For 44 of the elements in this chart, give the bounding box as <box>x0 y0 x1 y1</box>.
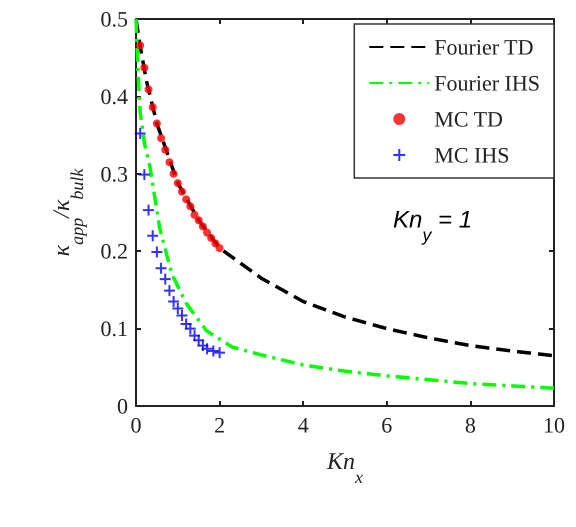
point <box>170 170 178 178</box>
point <box>216 244 224 252</box>
x-tick-label: 6 <box>381 412 392 438</box>
y-tick-label: 0.4 <box>100 84 128 109</box>
legend-label: MC IHS <box>434 142 510 168</box>
point <box>136 41 144 50</box>
legend-label: Fourier TD <box>434 34 534 60</box>
x-tick-label: 10 <box>543 412 565 438</box>
point <box>190 210 199 219</box>
point <box>162 284 176 298</box>
point <box>154 262 168 275</box>
point <box>158 272 172 286</box>
point <box>194 216 203 224</box>
point <box>152 119 161 128</box>
point <box>144 85 153 94</box>
y-tick-label: 0.5 <box>100 6 128 32</box>
legend-label: MC TD <box>434 106 503 132</box>
legend-label: Fourier IHS <box>434 70 540 96</box>
point <box>140 64 148 72</box>
point <box>161 146 170 154</box>
x-tick-label: 8 <box>464 412 476 438</box>
point <box>138 168 151 182</box>
point <box>148 103 157 112</box>
point <box>165 158 174 166</box>
y-tick-label: 0.1 <box>100 316 128 342</box>
y-tick-label: 0.3 <box>100 161 128 186</box>
point <box>186 202 194 210</box>
point <box>174 179 182 188</box>
x-tick-label: 4 <box>298 412 309 438</box>
point <box>203 228 212 237</box>
point <box>207 234 216 242</box>
point <box>134 127 147 140</box>
point <box>157 134 166 142</box>
x-tick-label: 2 <box>214 412 226 438</box>
point <box>146 229 160 242</box>
point <box>213 346 226 360</box>
y-axis-title: κapp/κbulk <box>49 168 87 256</box>
y-tick-label: 0 <box>117 394 128 418</box>
point <box>178 188 186 196</box>
point <box>150 245 164 258</box>
y-tick-label: 0.2 <box>100 238 128 264</box>
point <box>182 195 190 204</box>
point <box>198 222 207 230</box>
point <box>142 204 156 217</box>
